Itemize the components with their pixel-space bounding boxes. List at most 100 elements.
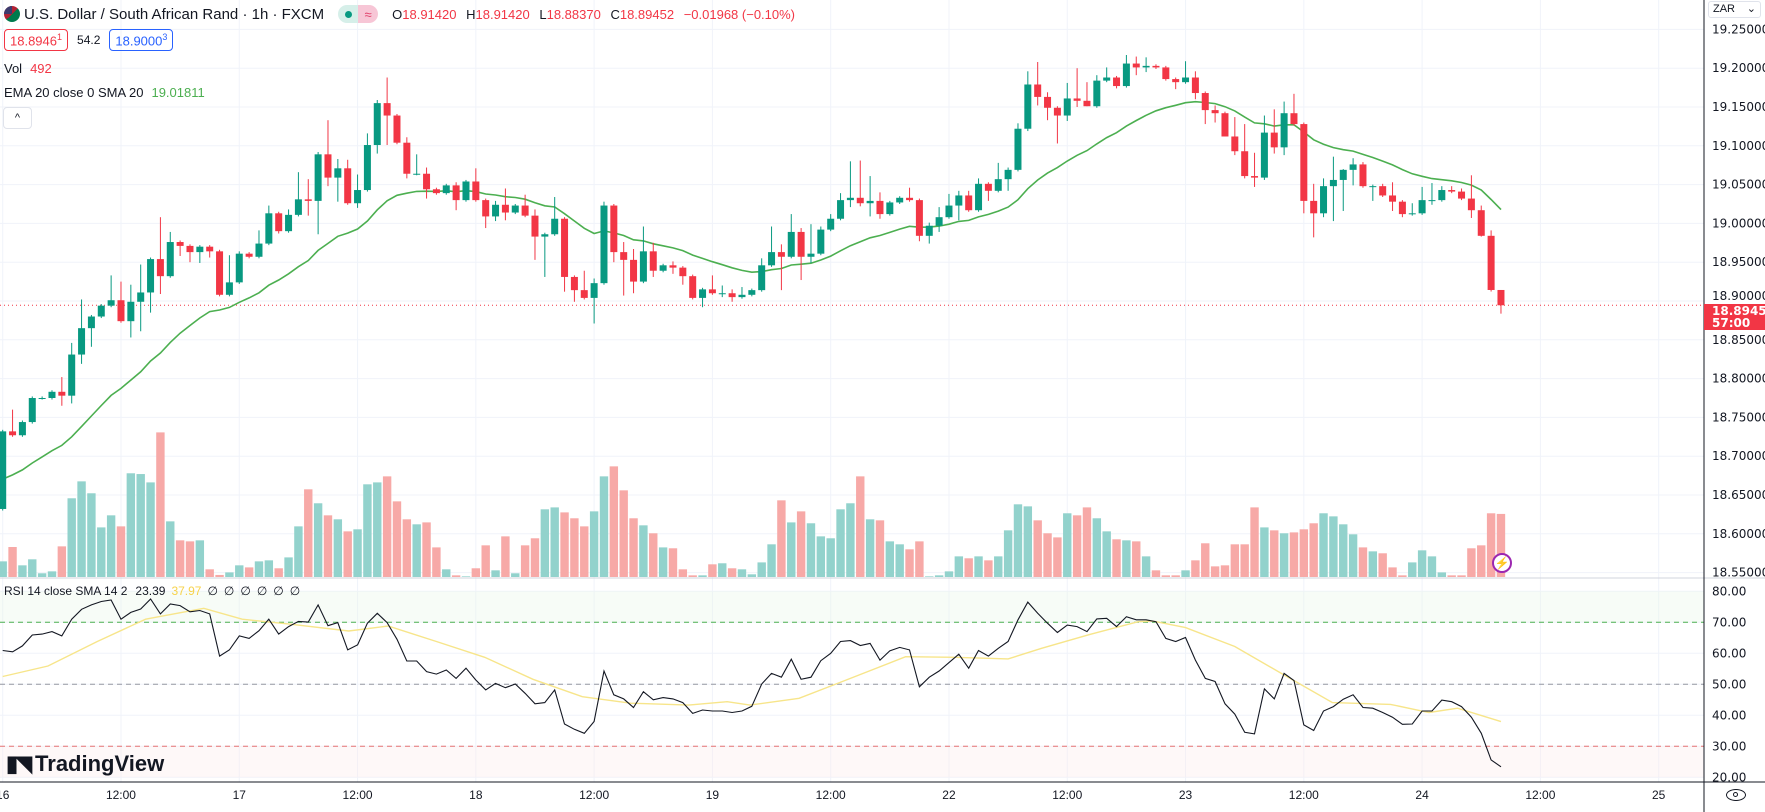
volume-bar	[1033, 520, 1042, 577]
candle-body	[906, 197, 914, 201]
volume-bar	[777, 500, 786, 577]
candle	[1142, 57, 1150, 73]
volume-bar	[1092, 518, 1102, 577]
volume-bar	[106, 515, 116, 577]
candle	[432, 187, 440, 195]
price-axis-label: 18.75000	[1712, 410, 1765, 424]
volume-bar	[708, 564, 717, 577]
candle	[1004, 167, 1012, 191]
status-badges[interactable]: ≈	[338, 5, 379, 23]
volume-bar	[1171, 575, 1180, 577]
tradingview-logo[interactable]: ▮◥ TradingView	[6, 751, 165, 776]
spread-value: 54.2	[77, 33, 101, 47]
buy-button[interactable]: 18.90003	[109, 28, 174, 52]
symbol-title[interactable]: U.S. Dollar / South African Rand · 1h · …	[24, 5, 325, 23]
candle	[551, 197, 559, 236]
current-price-label: 18.89452 57:00	[1704, 304, 1765, 330]
candle	[1122, 55, 1130, 88]
candle-body	[955, 195, 963, 206]
symbol-legend[interactable]: U.S. Dollar / South African Rand · 1h · …	[4, 4, 801, 24]
candle	[1162, 65, 1170, 81]
candle	[196, 245, 204, 263]
candle	[935, 207, 943, 232]
time-axis-label: 12:00	[579, 788, 609, 802]
candle	[1379, 183, 1387, 198]
candle	[758, 258, 766, 292]
ema-legend[interactable]: EMA 20 close 0 SMA 20 19.01811	[4, 85, 205, 100]
candle	[1339, 169, 1347, 211]
volume-bar	[304, 489, 313, 577]
rsi-axis-label: 40.00	[1712, 708, 1746, 722]
time-axis-label: 25	[1652, 788, 1666, 802]
candle	[590, 278, 598, 324]
candle	[1438, 186, 1446, 202]
volume-bar	[1151, 570, 1161, 577]
candle-body	[0, 431, 7, 509]
candle	[147, 257, 155, 313]
candle-body	[255, 243, 263, 257]
volume-bar	[432, 547, 441, 577]
candle	[1408, 203, 1416, 216]
candle-body	[97, 305, 105, 317]
lightning-icon[interactable]: ⚡	[1492, 553, 1512, 573]
candle	[906, 187, 914, 202]
volume-legend[interactable]: Vol 492	[4, 61, 52, 76]
candle	[1182, 61, 1190, 84]
volume-bar	[1122, 540, 1131, 577]
volume-bar	[1437, 572, 1447, 577]
volume-bar	[461, 576, 471, 577]
chevron-up-icon: ^	[14, 112, 21, 124]
candle	[472, 168, 480, 202]
candle-body	[659, 265, 667, 271]
volume-bar	[284, 557, 293, 577]
candle-body	[442, 185, 450, 194]
candle-body	[413, 173, 421, 175]
rsi-legend[interactable]: RSI 14 close SMA 14 2 23.39 37.97 ∅ ∅ ∅ …	[4, 584, 301, 598]
candle-body	[393, 115, 401, 143]
candle-body	[521, 205, 529, 216]
volume-bar	[737, 569, 747, 577]
candle-body	[48, 391, 56, 398]
candle	[561, 217, 569, 292]
volume-bar	[1132, 541, 1141, 577]
rsi-oversold-zone	[0, 746, 1704, 778]
candle-body	[827, 218, 835, 230]
candle	[127, 284, 135, 338]
candle-body	[846, 197, 854, 201]
wave-icon[interactable]: ≈	[358, 5, 379, 23]
volume-bar	[1378, 553, 1387, 577]
low-value: 18.88370	[546, 6, 601, 22]
currency-select[interactable]: ZAR ⌄	[1708, 1, 1761, 18]
candle-body	[1152, 65, 1160, 68]
volume-bar	[944, 571, 954, 577]
volume-bar	[1240, 544, 1249, 577]
candle-body	[196, 246, 204, 253]
eye-icon[interactable]	[1725, 787, 1747, 803]
candle	[235, 251, 243, 284]
candle	[699, 287, 707, 308]
volume-bar	[1161, 575, 1171, 577]
candle-body	[462, 181, 470, 201]
volume-bar	[442, 569, 451, 577]
candle-body	[837, 200, 845, 219]
candle-body	[1093, 80, 1101, 107]
candle-body	[728, 293, 736, 298]
market-open-dot-icon[interactable]	[338, 5, 359, 23]
sell-button[interactable]: 18.89461	[4, 28, 69, 52]
volume-bar	[865, 519, 875, 577]
candle-body	[1349, 164, 1357, 170]
collapse-legend-button[interactable]: ^	[3, 107, 32, 129]
volume-bar	[885, 541, 895, 577]
candle	[965, 190, 973, 212]
volume-bar	[1319, 513, 1328, 577]
candle	[156, 217, 164, 295]
volume-bar	[787, 522, 796, 577]
candle	[334, 158, 342, 202]
candle-body	[1379, 186, 1387, 196]
volume-bar	[1063, 513, 1072, 577]
candle	[137, 264, 145, 332]
volume-bar	[816, 536, 826, 577]
candle-body	[403, 142, 411, 174]
volume-bar	[254, 561, 264, 577]
